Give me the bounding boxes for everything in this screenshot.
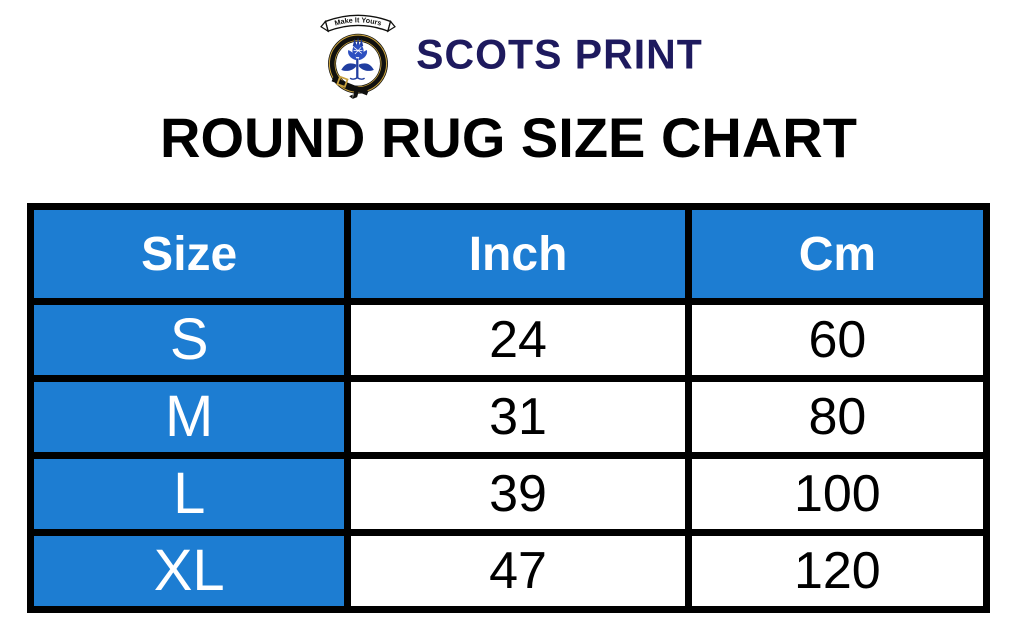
belt-buckle-icon (331, 75, 369, 99)
size-chart-table: Size Inch Cm S 24 60 M 31 80 L 39 100 (26, 203, 991, 613)
size-cell: S (26, 298, 352, 382)
size-cell: M (26, 375, 352, 459)
inch-cell: 24 (344, 298, 692, 382)
cm-cell: 120 (684, 529, 991, 613)
column-header-cm: Cm (684, 203, 991, 305)
cm-cell: 60 (684, 298, 991, 382)
table-row-l: L 39 100 (26, 452, 991, 536)
table-row-m: M 31 80 (26, 375, 991, 459)
cm-cell: 100 (684, 452, 991, 536)
brand-name: SCOTS PRINT (416, 30, 703, 77)
inch-cell: 39 (344, 452, 692, 536)
page-title: ROUND RUG SIZE CHART (160, 106, 857, 169)
cm-cell: 80 (684, 375, 991, 459)
table-row-xl: XL 47 120 (26, 529, 991, 613)
motto-text: Make It Yours (334, 15, 383, 27)
table-row-s: S 24 60 (26, 298, 991, 382)
inch-cell: 31 (344, 375, 692, 459)
motto-banner: Make It Yours (320, 14, 397, 33)
size-cell: XL (26, 529, 352, 613)
logo-header: Make It Yours SCOTS PRINT (0, 0, 1017, 100)
column-header-inch: Inch (344, 203, 692, 305)
thistle-crest-icon: Make It Yours (320, 14, 397, 99)
svg-text:Make It Yours: Make It Yours (334, 15, 383, 27)
inch-cell: 47 (344, 529, 692, 613)
size-cell: L (26, 452, 352, 536)
thistle-icon (341, 37, 375, 80)
column-header-size: Size (26, 203, 352, 305)
header-row: Size Inch Cm (26, 203, 991, 305)
